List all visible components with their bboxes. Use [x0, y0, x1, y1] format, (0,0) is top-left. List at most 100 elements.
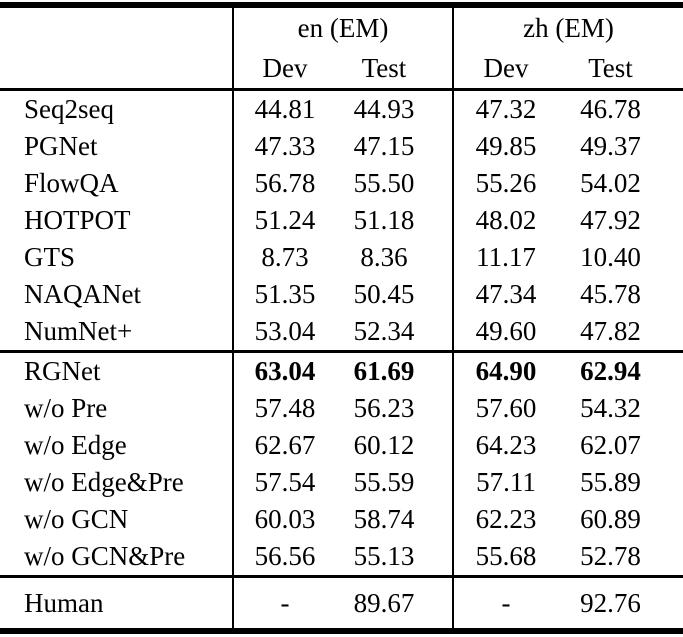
score-cell: 57.60	[452, 390, 558, 427]
score-cell: 55.26	[452, 165, 558, 202]
score-cell: 55.50	[353, 168, 415, 198]
model-name-cell: NAQANet	[24, 279, 141, 309]
score-cell: 64.23	[452, 427, 558, 464]
table-row: Human -89.67-92.76	[0, 575, 683, 628]
table-row: FlowQA 56.78 55.50 55.26 54.02	[0, 165, 683, 202]
table-row: w/o Edge 62.67 60.12 64.23 62.07	[0, 427, 683, 464]
table-row: w/o Edge&Pre 57.54 55.59 57.11 55.89	[0, 464, 683, 501]
model-name-cell: NumNet+	[24, 316, 133, 346]
score-cell: 63.04	[232, 350, 336, 390]
section-human: Human -89.67-92.76	[0, 575, 683, 628]
score-cell: 52.78	[580, 541, 641, 571]
table-top-rule	[0, 2, 683, 8]
table-row: PGNet 47.33 47.15 49.85 49.37	[0, 128, 683, 165]
score-cell: 8.36	[360, 242, 408, 272]
model-name-cell: w/o Edge&Pre	[24, 467, 184, 497]
column-group-zh: zh (EM)	[452, 8, 683, 48]
score-cell: 60.12	[353, 430, 415, 460]
subheader-en-test: Test	[336, 48, 453, 91]
model-name-cell: PGNet	[24, 131, 98, 161]
score-cell: 47.33	[232, 128, 336, 165]
table-header: en (EM) zh (EM) Dev Test Dev Test	[0, 8, 683, 91]
model-name-cell: Seq2seq	[24, 94, 114, 124]
model-name-cell: GTS	[24, 242, 76, 272]
table-row: w/o GCN&Pre 56.56 55.13 55.68 52.78	[0, 538, 683, 577]
table-row: Seq2seq 44.81 44.93 47.32 46.78	[0, 89, 683, 128]
score-cell: 61.69	[336, 350, 453, 390]
score-cell: 55.68	[452, 538, 558, 577]
model-name-cell: w/o Edge	[24, 430, 127, 460]
score-cell: 44.93	[353, 94, 415, 124]
table-row: w/o GCN 60.03 58.74 62.23 60.89	[0, 501, 683, 538]
score-cell: 62.67	[232, 427, 336, 464]
score-cell: 49.85	[452, 128, 558, 165]
score-cell: 47.34	[452, 276, 558, 313]
score-cell: 52.34	[353, 316, 415, 346]
table-row: NumNet+ 53.04 52.34 49.60 47.82	[0, 313, 683, 352]
score-cell: 56.56	[232, 538, 336, 577]
score-cell: 54.02	[580, 168, 641, 198]
model-name-cell: Human	[0, 575, 233, 628]
model-name-cell: w/o GCN&Pre	[24, 541, 186, 571]
table-row: NAQANet 51.35 50.45 47.34 45.78	[0, 276, 683, 313]
score-cell: 51.35	[232, 276, 336, 313]
score-cell: 89.67	[336, 575, 453, 628]
subheader-row: Dev Test Dev Test	[0, 48, 683, 91]
results-table: en (EM) zh (EM) Dev Test Dev Test Seq2se…	[0, 8, 683, 628]
score-cell: 51.18	[353, 205, 415, 235]
section-baselines: Seq2seq 44.81 44.93 47.32 46.78 PGNet 47.33 47.…	[0, 89, 683, 352]
score-cell: 62.94	[558, 350, 683, 390]
score-cell: 57.54	[232, 464, 336, 501]
score-cell: 92.76	[558, 575, 683, 628]
score-cell: -	[452, 575, 558, 628]
score-cell: 53.04	[232, 313, 336, 352]
score-cell: 51.24	[232, 202, 336, 239]
score-cell: 47.92	[580, 205, 641, 235]
score-cell: 55.89	[580, 467, 641, 497]
model-name-cell: RGNet	[0, 350, 233, 390]
score-cell: 55.13	[353, 541, 415, 571]
score-cell: 47.32	[452, 89, 558, 128]
score-cell: 62.23	[452, 501, 558, 538]
score-cell: 47.82	[580, 316, 641, 346]
subheader-en-dev: Dev	[232, 48, 336, 91]
score-cell: 60.03	[232, 501, 336, 538]
score-cell: 56.78	[232, 165, 336, 202]
score-cell: 11.17	[452, 239, 558, 276]
table-row: w/o Pre 57.48 56.23 57.60 54.32	[0, 390, 683, 427]
table-row: GTS 8.73 8.36 11.17 10.40	[0, 239, 683, 276]
empty-corner-cell	[0, 8, 233, 48]
score-cell: 10.40	[580, 242, 641, 272]
score-cell: 64.90	[452, 350, 558, 390]
section-rgnet-ablations: RGNet 63.04 61.69 64.90 62.94 w/o Pre 57.48 56.…	[0, 350, 683, 577]
model-name-cell: FlowQA	[24, 168, 119, 198]
score-cell: 54.32	[580, 393, 641, 423]
column-group-row: en (EM) zh (EM)	[0, 8, 683, 48]
table-row: HOTPOT 51.24 51.18 48.02 47.92	[0, 202, 683, 239]
subheader-zh-dev: Dev	[452, 48, 558, 91]
score-cell: 57.11	[452, 464, 558, 501]
score-cell: 45.78	[580, 279, 641, 309]
score-cell: 44.81	[232, 89, 336, 128]
score-cell: 8.73	[232, 239, 336, 276]
column-group-en: en (EM)	[232, 8, 453, 48]
score-cell: 56.23	[353, 393, 415, 423]
score-cell: 47.15	[353, 131, 415, 161]
table-bottom-rule	[0, 628, 683, 634]
model-name-cell: w/o Pre	[24, 393, 108, 423]
score-cell: 46.78	[580, 94, 641, 124]
model-name-cell: w/o GCN	[24, 504, 129, 534]
score-cell: 55.59	[353, 467, 415, 497]
score-cell: 57.48	[232, 390, 336, 427]
score-cell: 48.02	[452, 202, 558, 239]
table-row: RGNet 63.04 61.69 64.90 62.94	[0, 350, 683, 390]
score-cell: 62.07	[580, 430, 641, 460]
subheader-zh-test: Test	[558, 48, 683, 91]
model-name-cell: HOTPOT	[24, 205, 131, 235]
score-cell: 49.37	[580, 131, 641, 161]
score-cell: 50.45	[353, 279, 415, 309]
score-cell: 60.89	[580, 504, 641, 534]
score-cell: -	[232, 575, 336, 628]
empty-corner-cell	[0, 48, 233, 91]
